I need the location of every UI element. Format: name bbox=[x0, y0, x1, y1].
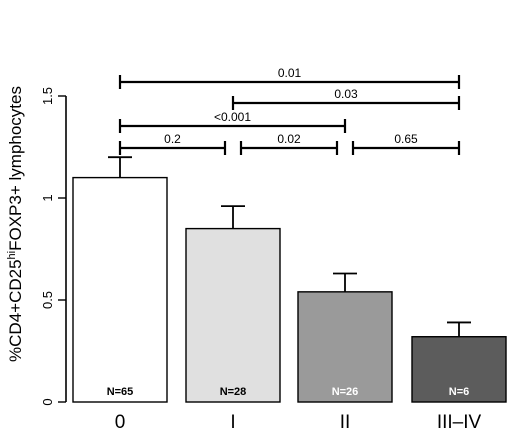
p-value-label: 0.03 bbox=[334, 87, 358, 101]
sample-size-label: N=65 bbox=[107, 386, 134, 398]
y-axis-label-prefix: %CD4+CD25 bbox=[6, 259, 25, 362]
y-axis-label: %CD4+CD25hiFOXP3+ lymphocytes bbox=[6, 86, 25, 362]
comparison-bracket bbox=[118, 119, 347, 133]
bar bbox=[185, 227, 281, 403]
bar bbox=[297, 291, 393, 403]
y-axis-label-group: %CD4+CD25hiFOXP3+ lymphocytes bbox=[6, 86, 25, 362]
sample-size-label: N=6 bbox=[449, 386, 470, 398]
p-value-label: <0.001 bbox=[214, 110, 251, 124]
bar bbox=[411, 336, 507, 403]
y-axis: 0 0.5 1 1.5 bbox=[40, 87, 67, 406]
p-value-label: 0.65 bbox=[394, 132, 418, 146]
comparison-bracket bbox=[118, 141, 227, 155]
x-tick-label: III–IV bbox=[437, 412, 482, 433]
x-axis-ticks: 0 I II III–IV bbox=[115, 412, 482, 433]
sample-size-label: N=26 bbox=[332, 386, 359, 398]
y-tick-label: 0.5 bbox=[40, 291, 55, 309]
comparison-bracket bbox=[231, 96, 461, 110]
comparison-brackets: 0.01 0.03 <0.001 0.2 0.02 0.65 bbox=[118, 66, 461, 155]
p-value-label: 0.2 bbox=[164, 132, 181, 146]
y-axis-label-superscript: hi bbox=[6, 251, 18, 260]
p-value-label: 0.02 bbox=[277, 132, 301, 146]
y-tick-label: 1.5 bbox=[40, 87, 55, 105]
y-tick-label: 1 bbox=[40, 194, 55, 201]
x-tick-label: II bbox=[340, 412, 351, 433]
x-tick-label: 0 bbox=[115, 412, 126, 433]
comparison-bracket bbox=[239, 141, 339, 155]
bars: N=65 N=28 N=26 N=6 bbox=[72, 156, 507, 403]
x-tick-label: I bbox=[230, 412, 235, 433]
y-axis-label-suffix: FOXP3+ lymphocytes bbox=[6, 86, 25, 251]
p-value-label: 0.01 bbox=[278, 66, 302, 80]
sample-size-label: N=28 bbox=[220, 386, 247, 398]
comparison-bracket bbox=[351, 141, 461, 155]
comparison-bracket bbox=[118, 75, 461, 89]
bar bbox=[72, 176, 168, 403]
y-tick-label: 0 bbox=[40, 398, 55, 405]
